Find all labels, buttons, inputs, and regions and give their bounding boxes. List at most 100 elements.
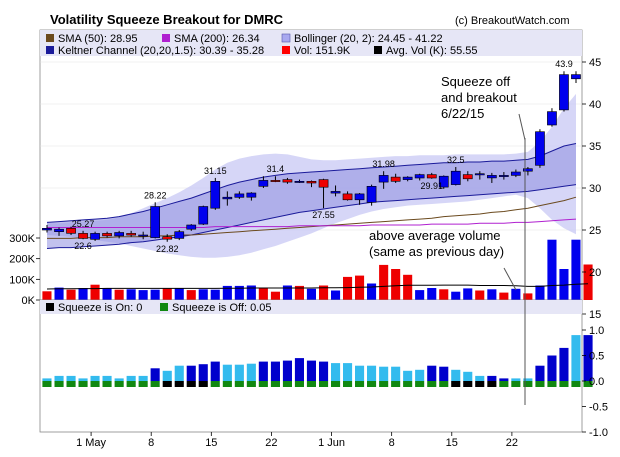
- squeeze-state-marker: [583, 381, 593, 387]
- chart-credit: (c) BreakoutWatch.com: [455, 15, 570, 27]
- legend-swatch-squeeze-off: [160, 303, 168, 311]
- volume-bar: [114, 289, 124, 300]
- volume-pointer: [503, 267, 517, 291]
- candle-body: [90, 233, 100, 240]
- squeeze-state-marker: [234, 381, 244, 387]
- momentum-bar: [475, 375, 485, 381]
- volume-bar: [547, 239, 557, 300]
- squeeze-state-marker: [90, 381, 100, 387]
- momentum-bar: [138, 375, 148, 381]
- momentum-bar: [42, 378, 52, 381]
- momentum-bar: [355, 365, 365, 381]
- candle-body: [342, 193, 353, 201]
- volume-bar: [427, 288, 437, 300]
- candle-body: [270, 180, 281, 182]
- volume-bar: [210, 289, 220, 300]
- candle-body: [354, 193, 365, 201]
- squeeze-state-marker: [451, 381, 461, 387]
- volume-bar: [367, 283, 377, 300]
- momentum-bar: [258, 361, 268, 381]
- price-tick-label: 20: [589, 267, 601, 279]
- candle-body: [559, 74, 569, 111]
- momentum-bar: [331, 363, 341, 381]
- price-tick-label: 40: [589, 99, 601, 111]
- momentum-bar: [367, 365, 377, 381]
- momentum-bar: [439, 366, 449, 381]
- momentum-bar: [499, 378, 509, 381]
- volume-bar: [246, 285, 256, 300]
- candle-body: [510, 171, 521, 176]
- candle-body: [114, 232, 124, 237]
- squeeze-tick-label: 0.5: [589, 351, 604, 363]
- momentum-bar: [186, 365, 196, 381]
- legend-swatch-bollinger: [281, 33, 291, 43]
- squeeze-state-marker: [174, 381, 184, 387]
- volume-bar: [571, 239, 581, 300]
- annotation-volume-2: (same as previous day): [369, 244, 504, 259]
- momentum-bar: [246, 363, 256, 381]
- squeeze-state-marker: [379, 381, 389, 387]
- candle-body: [54, 228, 64, 232]
- x-tick-label: 15: [205, 437, 217, 449]
- candle-body: [138, 234, 149, 237]
- squeeze-tick-label: -1.0: [589, 427, 608, 439]
- squeeze-state-marker: [511, 381, 521, 387]
- candle-body: [414, 174, 425, 179]
- candle-body: [78, 233, 88, 239]
- momentum-bar: [451, 369, 461, 381]
- volume-tick-label: 300K: [9, 233, 35, 245]
- candle-body: [402, 176, 413, 180]
- price-tick-label: 45: [589, 57, 601, 69]
- momentum-bar: [198, 364, 208, 381]
- price-tick-label: 35: [589, 141, 601, 153]
- squeeze-tick-label: 0.0: [589, 376, 604, 388]
- legend-swatch-vol: [282, 46, 290, 54]
- candle-body: [66, 228, 76, 234]
- candle-body: [547, 111, 557, 126]
- squeeze-state-marker: [331, 381, 341, 387]
- candle-body: [486, 175, 497, 179]
- legend-swatch-avgvol: [374, 46, 382, 54]
- candle-body: [438, 175, 449, 188]
- momentum-bar: [583, 335, 593, 381]
- keltner-channel: [47, 143, 576, 249]
- avg-volume-line: [46, 283, 589, 290]
- candle-body: [258, 180, 269, 187]
- legend-swatch-keltner: [46, 46, 54, 54]
- price-label: 31.15: [204, 166, 227, 176]
- volume-bar: [475, 290, 485, 300]
- squeeze-state-marker: [258, 381, 268, 387]
- squeeze-state-marker: [367, 381, 377, 387]
- momentum-bar: [174, 365, 184, 381]
- volume-tick-label: 0K: [22, 295, 36, 307]
- momentum-bar: [306, 360, 316, 381]
- momentum-bar: [162, 370, 172, 381]
- volume-bar: [415, 290, 425, 300]
- momentum-bar: [54, 375, 64, 381]
- squeeze-state-marker: [126, 381, 136, 387]
- candle-body: [366, 186, 377, 203]
- squeeze-state-marker: [427, 381, 437, 387]
- squeeze-state-marker: [270, 381, 280, 387]
- momentum-bar: [415, 369, 425, 381]
- momentum-bar: [294, 358, 304, 381]
- keltner-upper-line: [46, 143, 577, 223]
- squeeze-state-marker: [319, 381, 329, 387]
- volume-bar: [90, 284, 100, 300]
- legend-sma50: SMA (50): 28.95: [58, 33, 138, 45]
- legend-swatch-sma50: [46, 34, 54, 42]
- momentum-bar: [571, 335, 581, 381]
- volume-bar: [282, 285, 292, 300]
- candle-body: [294, 181, 305, 183]
- momentum-bar: [463, 371, 473, 381]
- price-label: 43.9: [555, 59, 573, 69]
- candle-body: [162, 236, 173, 240]
- annotation-breakout-3: 6/22/15: [441, 106, 484, 121]
- squeeze-state-marker: [403, 381, 413, 387]
- squeeze-state-marker: [162, 381, 172, 387]
- price-label: 25.27: [72, 219, 95, 229]
- momentum-bar: [427, 365, 437, 381]
- momentum-bar: [210, 361, 220, 381]
- price-label: 22.82: [156, 244, 179, 254]
- volume-bar: [222, 285, 232, 300]
